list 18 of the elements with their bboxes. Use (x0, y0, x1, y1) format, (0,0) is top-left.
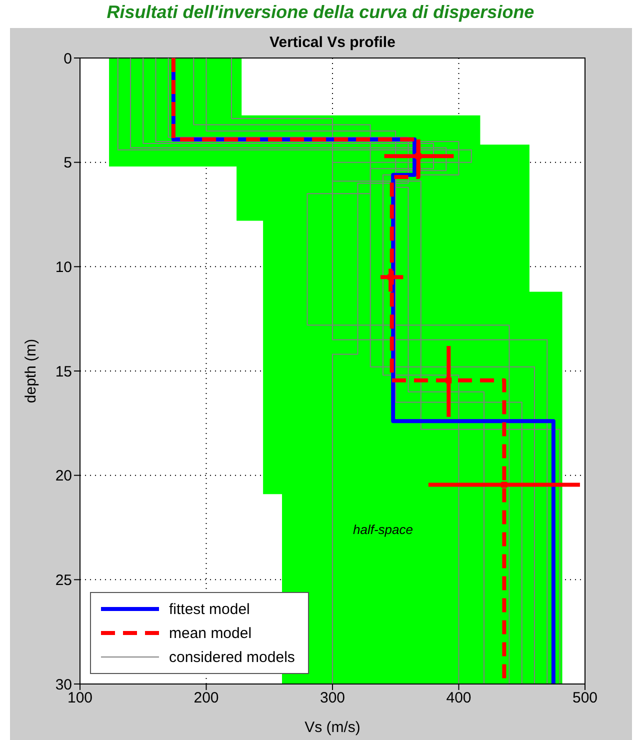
legend-label: mean model (169, 624, 252, 642)
y-tick-label: 10 (55, 258, 72, 276)
y-tick-label: 25 (55, 572, 72, 589)
y-tick-label: 20 (55, 468, 72, 485)
chart-title: Risultati dell'inversione della curva di dispersione (106, 2, 536, 23)
y-tick-label: 0 (64, 50, 72, 68)
chart-subtitle: Vertical Vs profile (268, 34, 396, 51)
x-axis-title: Vs (m/s) (304, 719, 360, 736)
legend-label: considered models (169, 648, 295, 666)
x-tick-label: 500 (572, 690, 598, 707)
y-axis-title: depth (m) (22, 338, 40, 404)
x-tick-label: 200 (194, 690, 219, 707)
y-tick-label: 5 (64, 154, 72, 172)
y-tick-label: 15 (55, 363, 72, 380)
legend-label: fittest model (169, 600, 250, 618)
x-tick-label: 400 (446, 690, 472, 707)
x-tick-label: 300 (320, 690, 346, 707)
annotation: half-space (353, 522, 413, 537)
